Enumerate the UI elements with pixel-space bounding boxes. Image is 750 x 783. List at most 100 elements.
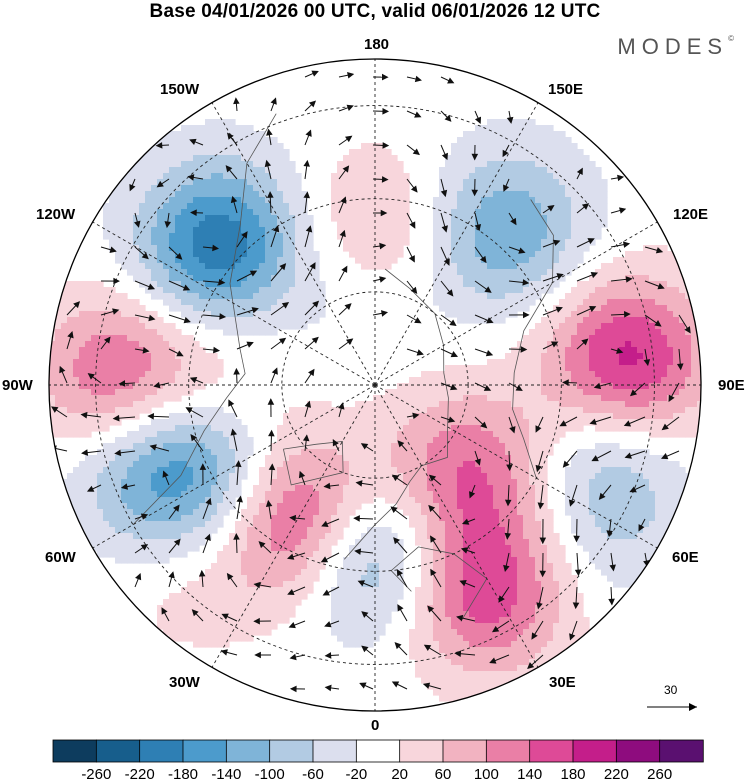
wind-vector-head (460, 547, 469, 554)
wind-vector-head (344, 303, 352, 311)
wind-vectors (49, 70, 691, 693)
wind-vector-head (322, 589, 330, 596)
colorbar-swatch (442, 739, 488, 763)
wind-vector-head (86, 485, 95, 492)
wind-vector-head (522, 279, 530, 286)
wind-vector-head (51, 406, 59, 413)
wind-vector-head (537, 502, 545, 510)
wind-vector-head (382, 142, 390, 149)
wind-vector-head (361, 611, 369, 618)
wind-vector-head (531, 632, 538, 640)
wind-vector-head (346, 338, 354, 346)
colorbar-swatch (355, 739, 401, 763)
wind-vector-head (489, 657, 497, 664)
wind-vector-head (474, 224, 482, 232)
wind-vector-head (562, 379, 569, 386)
colorbar-swatch (52, 739, 98, 763)
wind-vector-head (430, 535, 437, 543)
wind-vector-head (113, 277, 121, 285)
wind-vector-head (547, 205, 555, 212)
wind-vector-head (228, 399, 235, 407)
wind-vector-head (173, 538, 181, 546)
meridian-line (84, 384, 376, 554)
wind-vector-head (360, 443, 369, 450)
wind-vector-head (657, 283, 665, 290)
wind-vector-head (233, 532, 240, 540)
wind-vector-head (471, 153, 479, 161)
wind-vector-head (81, 449, 89, 456)
copyright-mark: © (728, 34, 734, 43)
wind-vector-head (506, 464, 513, 472)
wind-vector-head (619, 207, 627, 214)
wind-vector-head (380, 209, 388, 217)
wind-vector-head (654, 320, 662, 327)
wind-vector-head (175, 252, 183, 260)
wind-vector-head (447, 77, 455, 84)
colorbar-tick-label: -140 (211, 766, 242, 783)
wind-vector-head (509, 426, 516, 434)
wind-vector-head (412, 148, 420, 156)
wind-vector-head (187, 174, 195, 181)
wind-vector-head (321, 520, 329, 527)
wind-vector-head (535, 464, 542, 473)
wind-vector-head (270, 97, 277, 105)
wind-vector-head (190, 209, 197, 217)
meridian-line (374, 384, 544, 676)
colorbar-tick-label: -20 (345, 766, 368, 783)
wind-vector-head (391, 681, 400, 688)
colorbar-tick-label: -60 (302, 766, 324, 783)
wind-vector-head (164, 221, 172, 229)
wind-vector-head (341, 265, 348, 273)
wind-vector-head (332, 439, 339, 447)
wind-vector-head (155, 142, 163, 149)
latitude-circle (281, 291, 469, 479)
coastline (132, 113, 277, 525)
label-150e: 150E (548, 81, 584, 98)
wind-vector-head (446, 289, 454, 297)
wind-vector-head (233, 367, 240, 375)
wind-vector-head (484, 286, 492, 293)
wind-vector-head (480, 421, 488, 429)
wind-vector-head (412, 412, 420, 420)
colorbar-tick-label: -260 (81, 766, 112, 783)
wind-vector-head (591, 455, 599, 462)
wind-vector-head (183, 316, 191, 324)
wind-vector-head (447, 416, 456, 423)
wind-vector-head (147, 413, 155, 420)
wind-vector-head (428, 474, 437, 482)
wind-vector-head (410, 185, 418, 193)
colorbar-swatch (139, 739, 184, 763)
label-90w: 90W (2, 377, 33, 394)
wind-vector-head (309, 262, 316, 270)
wind-vector-head (147, 283, 156, 290)
wind-vector-head (289, 653, 297, 661)
wind-vector-head (265, 499, 273, 508)
wind-vector-head (638, 524, 645, 532)
wind-vector-head (536, 602, 543, 610)
wind-vector-head (148, 314, 156, 322)
wind-vector-head (308, 100, 317, 108)
wind-vector-head (629, 486, 637, 493)
wind-vector-head (251, 307, 259, 314)
wind-vector-head (342, 165, 350, 173)
wind-vector-head (587, 238, 595, 245)
wind-vector-head (409, 221, 416, 229)
map-boundary (48, 58, 702, 712)
wind-vector-head (486, 317, 494, 324)
wind-vector-head (590, 272, 599, 279)
wind-vector-head (555, 306, 563, 313)
wind-vector-head (312, 300, 320, 308)
wind-vector-head (323, 482, 331, 490)
wind-vector-head (359, 682, 367, 689)
wind-vector-head (161, 607, 168, 615)
wind-vector-head (302, 434, 310, 442)
wind-vector-head (230, 195, 238, 204)
wind-vector-head (267, 398, 275, 405)
wind-vector-head (212, 244, 220, 252)
wind-vector-head (249, 270, 258, 277)
wind-vector-head (449, 319, 457, 327)
coastline (390, 546, 488, 622)
wind-vector-head (266, 128, 273, 136)
wind-vector-head (353, 515, 360, 522)
wind-vector-head (430, 568, 437, 577)
